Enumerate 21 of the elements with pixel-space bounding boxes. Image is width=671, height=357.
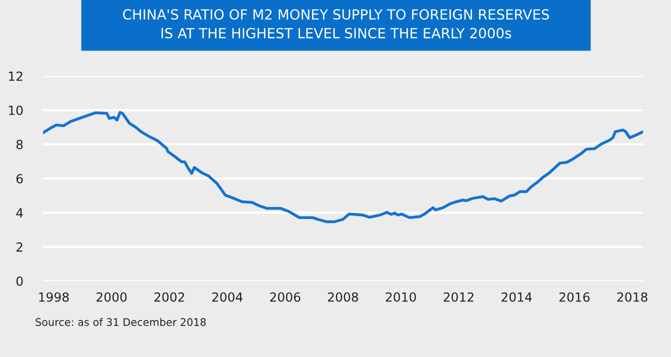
y-tick-label: 10 <box>9 106 23 116</box>
x-tick-label: 2002 <box>154 292 184 302</box>
x-tick-label: 2012 <box>444 292 474 302</box>
y-tick-label: 6 <box>16 174 23 184</box>
source-note: Source: as of 31 December 2018 <box>36 318 206 326</box>
x-tick-label: 2004 <box>212 292 242 302</box>
x-tick-label: 2016 <box>559 292 590 302</box>
x-tick-label: 2006 <box>270 292 300 302</box>
x-tick-label: 2008 <box>328 292 358 302</box>
y-tick-label: 4 <box>16 208 23 218</box>
chart-title: CHINA'S RATIO OF M2 MONEY SUPPLY TO FOREIGN RESERVES IS AT THE HIGHEST LEVEL SINCE THE EARLY 2000s <box>123 9 549 38</box>
y-tick-label: 8 <box>16 140 23 150</box>
x-tick-label: 2014 <box>502 292 532 302</box>
y-tick-label: 12 <box>9 71 22 81</box>
x-tick-label: 1998 <box>39 292 69 302</box>
y-tick-label: 2 <box>16 242 22 252</box>
x-tick-label: 2018 <box>617 292 648 302</box>
y-tick-label: 0 <box>16 276 23 286</box>
line-series <box>43 110 643 224</box>
x-tick-label: 2010 <box>386 292 416 302</box>
x-tick-label: 2000 <box>96 292 127 302</box>
